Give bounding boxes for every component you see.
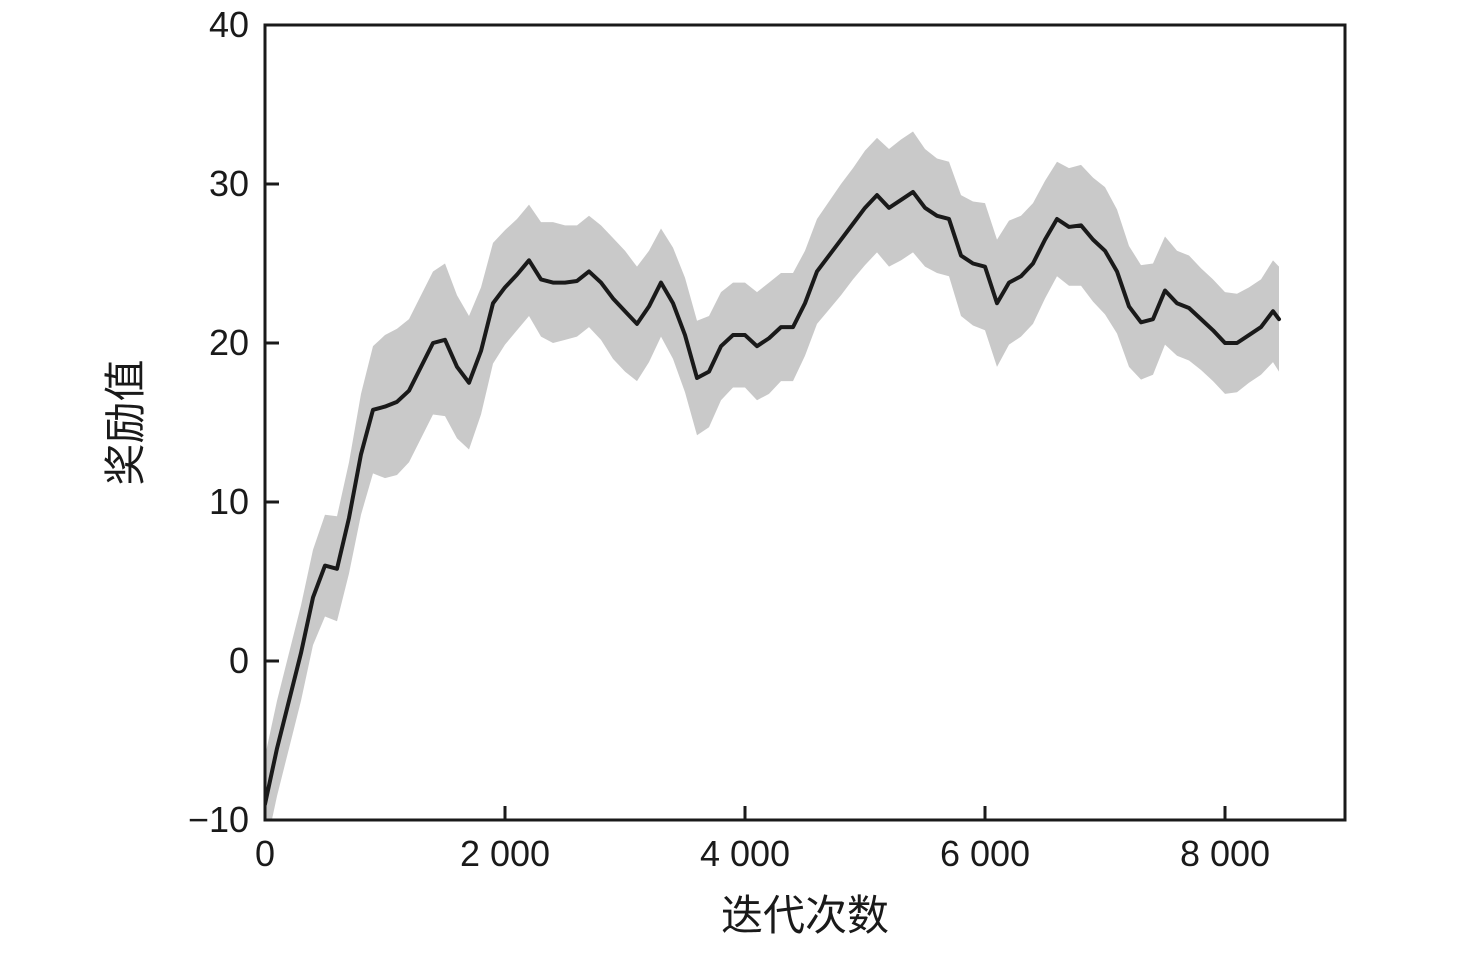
x-axis-ticks — [263, 806, 1227, 820]
y-tick-label: 30 — [209, 163, 249, 204]
x-tick-label: 4 000 — [700, 833, 790, 874]
x-tick-label: 0 — [255, 833, 275, 874]
y-tick-label: 40 — [209, 4, 249, 45]
axes-frame — [263, 23, 1347, 822]
y-tick-label: 0 — [229, 640, 249, 681]
y-axis-ticks — [265, 23, 279, 822]
y-tick-label: 20 — [209, 322, 249, 363]
x-tick-label: 6 000 — [940, 833, 1030, 874]
y-axis-title: 奖励值 — [102, 359, 149, 485]
std-band-area — [265, 131, 1279, 820]
x-axis-title: 迭代次数 — [721, 892, 889, 939]
x-tick-label: 8 000 — [1180, 833, 1270, 874]
mean-reward-line — [265, 189, 1281, 807]
x-axis-tick-labels: 0 2 000 4 000 6 000 8 000 — [255, 833, 1270, 874]
y-tick-label: −10 — [188, 799, 249, 840]
x-tick-label: 2 000 — [460, 833, 550, 874]
y-axis-tick-labels: −10 0 10 20 30 40 — [188, 4, 249, 840]
y-tick-label: 10 — [209, 481, 249, 522]
